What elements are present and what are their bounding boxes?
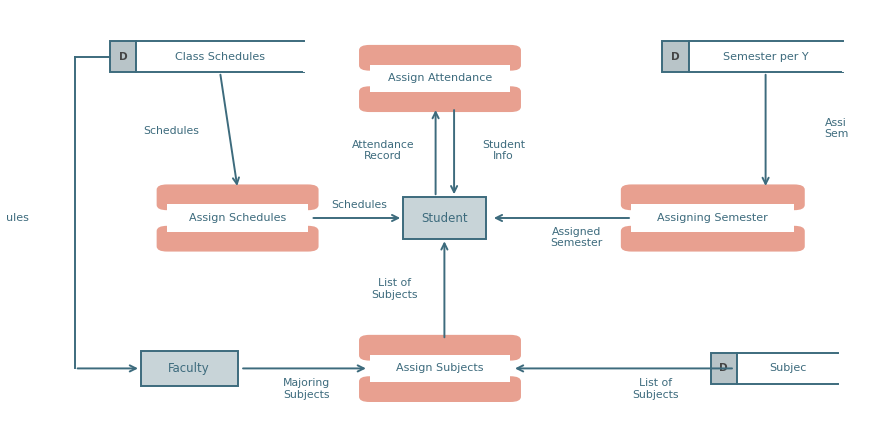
Text: Assi
Sem: Assi Sem <box>824 118 848 140</box>
Text: Semester per Y: Semester per Y <box>722 52 809 61</box>
Bar <box>403 197 486 239</box>
Text: ules: ules <box>6 213 29 223</box>
Bar <box>136 41 304 72</box>
Text: Assign Schedules: Assign Schedules <box>189 213 286 223</box>
Text: Student: Student <box>422 211 467 225</box>
Text: Attendance
Record: Attendance Record <box>351 140 414 161</box>
Text: Assign Attendance: Assign Attendance <box>388 74 492 83</box>
Text: Majoring
Subjects: Majoring Subjects <box>282 378 330 400</box>
Text: List of
Subjects: List of Subjects <box>633 378 678 400</box>
Bar <box>737 353 839 384</box>
Bar <box>370 354 510 382</box>
FancyBboxPatch shape <box>157 226 319 252</box>
FancyBboxPatch shape <box>359 45 521 112</box>
Bar <box>141 351 238 386</box>
FancyBboxPatch shape <box>359 335 521 402</box>
Bar <box>167 204 308 232</box>
Text: D: D <box>119 52 128 61</box>
FancyBboxPatch shape <box>621 184 805 210</box>
Bar <box>842 42 846 72</box>
Text: Subjec: Subjec <box>769 364 806 373</box>
Text: Schedules: Schedules <box>331 200 387 210</box>
Bar <box>688 41 843 72</box>
Bar <box>370 65 510 92</box>
FancyBboxPatch shape <box>359 335 521 361</box>
FancyBboxPatch shape <box>621 184 805 252</box>
Bar <box>303 42 306 72</box>
Text: Schedules: Schedules <box>143 126 200 136</box>
Bar <box>838 354 841 383</box>
Text: Faculty: Faculty <box>168 362 210 375</box>
Bar <box>632 204 795 232</box>
FancyBboxPatch shape <box>157 184 319 252</box>
Text: Student
Info: Student Info <box>482 140 524 161</box>
Text: Assigning Semester: Assigning Semester <box>657 213 768 223</box>
Bar <box>711 353 737 384</box>
Bar <box>110 41 136 72</box>
Text: D: D <box>720 364 728 373</box>
FancyBboxPatch shape <box>359 86 521 112</box>
Text: List of
Subjects: List of Subjects <box>371 278 417 300</box>
Text: D: D <box>671 52 679 61</box>
FancyBboxPatch shape <box>359 45 521 71</box>
Bar <box>663 41 688 72</box>
Text: Assigned
Semester: Assigned Semester <box>550 227 603 249</box>
FancyBboxPatch shape <box>359 376 521 402</box>
FancyBboxPatch shape <box>157 184 319 210</box>
Text: Class Schedules: Class Schedules <box>175 52 265 61</box>
Text: Assign Subjects: Assign Subjects <box>396 364 484 373</box>
FancyBboxPatch shape <box>621 226 805 252</box>
